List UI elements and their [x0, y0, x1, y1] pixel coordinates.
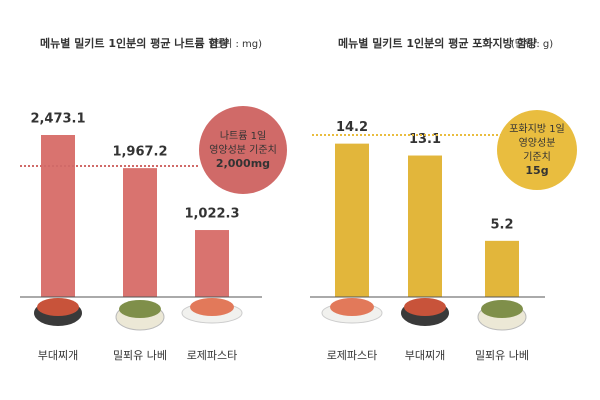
food — [481, 300, 523, 318]
value-label: 14.2 — [336, 120, 368, 135]
reference-label: 기준치 — [523, 151, 551, 163]
food — [119, 300, 161, 318]
reference-label: 포화지방 1일 — [509, 123, 565, 135]
category-label: 밀푀유 나베 — [475, 349, 529, 362]
bar — [485, 240, 519, 297]
value-label: 5.2 — [490, 217, 513, 232]
reference-label: 15g — [525, 164, 548, 177]
category-label: 로제파스타 — [187, 349, 238, 362]
value-label: 1,022.3 — [184, 207, 239, 222]
bar — [41, 135, 75, 297]
reference-label: 영양성분 — [519, 137, 556, 149]
reference-label: 나트륨 1일 — [220, 130, 266, 142]
value-label: 1,967.2 — [112, 145, 167, 160]
food — [330, 298, 374, 316]
reference-badge — [497, 110, 577, 190]
category-label: 부대찌개 — [38, 349, 78, 362]
bar — [195, 230, 229, 297]
unit-label: (단위 : g) — [511, 37, 553, 50]
bar — [335, 143, 369, 297]
chart-title: 메뉴별 밀키트 1인분의 평균 포화지방 함량 — [338, 36, 537, 50]
unit-label: (단위 : mg) — [210, 37, 262, 50]
food — [37, 298, 79, 316]
bar — [408, 155, 442, 297]
chart-title: 메뉴별 밀키트 1인분의 평균 나트륨 함량 — [40, 36, 229, 50]
bar — [123, 168, 157, 297]
reference-badge — [199, 106, 287, 194]
food — [404, 298, 446, 316]
category-label: 로제파스타 — [327, 349, 378, 362]
reference-label: 영양성분 기준치 — [209, 144, 277, 156]
category-label: 부대찌개 — [405, 349, 445, 362]
value-label: 2,473.1 — [30, 112, 85, 127]
category-label: 밀푀유 나베 — [113, 349, 167, 362]
food — [190, 298, 234, 316]
reference-label: 2,000mg — [216, 157, 270, 170]
